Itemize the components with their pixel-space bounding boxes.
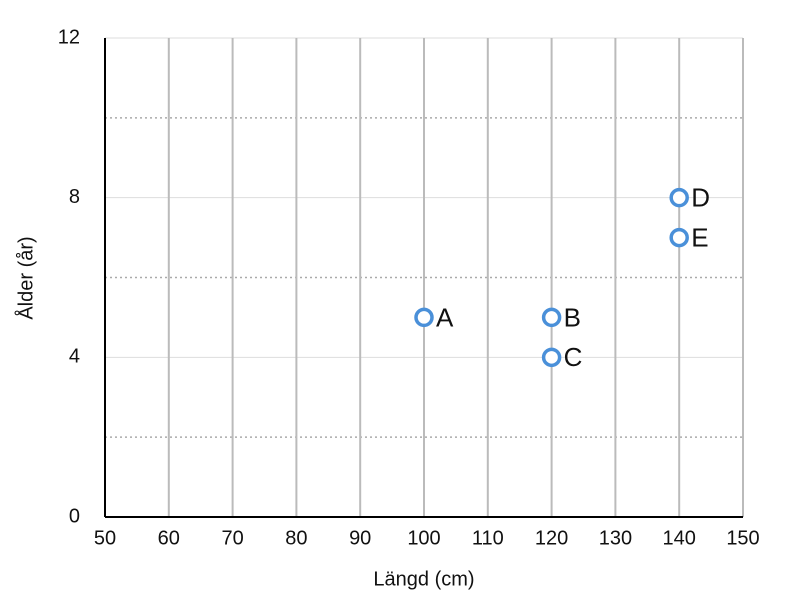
x-tick-label: 120 — [535, 527, 568, 549]
x-axis-label: Längd (cm) — [373, 568, 474, 590]
x-tick-label: 90 — [349, 527, 371, 549]
x-tick-label: 110 — [472, 527, 504, 549]
y-tick-label: 12 — [58, 26, 80, 48]
point-label: B — [564, 302, 581, 332]
x-tick-label: 70 — [221, 527, 243, 549]
point — [541, 307, 562, 328]
y-axis-label: Ålder (år) — [14, 236, 37, 319]
point-label: C — [564, 342, 583, 372]
point — [541, 347, 562, 368]
x-tick-label: 130 — [599, 527, 632, 549]
y-tick-label: 4 — [69, 346, 80, 368]
point — [669, 187, 689, 208]
point-label: A — [436, 302, 454, 332]
x-tick-label: 60 — [158, 527, 180, 549]
point — [669, 227, 689, 248]
x-tick-label: 140 — [663, 527, 696, 549]
y-tick-label: 0 — [69, 505, 80, 527]
x-tick-label: 50 — [94, 527, 116, 549]
point — [414, 307, 434, 328]
y-tick-label: 8 — [69, 186, 80, 208]
x-tick-label: 80 — [285, 527, 307, 549]
x-tick-label: 150 — [726, 527, 759, 549]
point-label: E — [691, 222, 708, 252]
x-tick-label: 100 — [407, 527, 440, 549]
point-label: D — [691, 183, 710, 213]
